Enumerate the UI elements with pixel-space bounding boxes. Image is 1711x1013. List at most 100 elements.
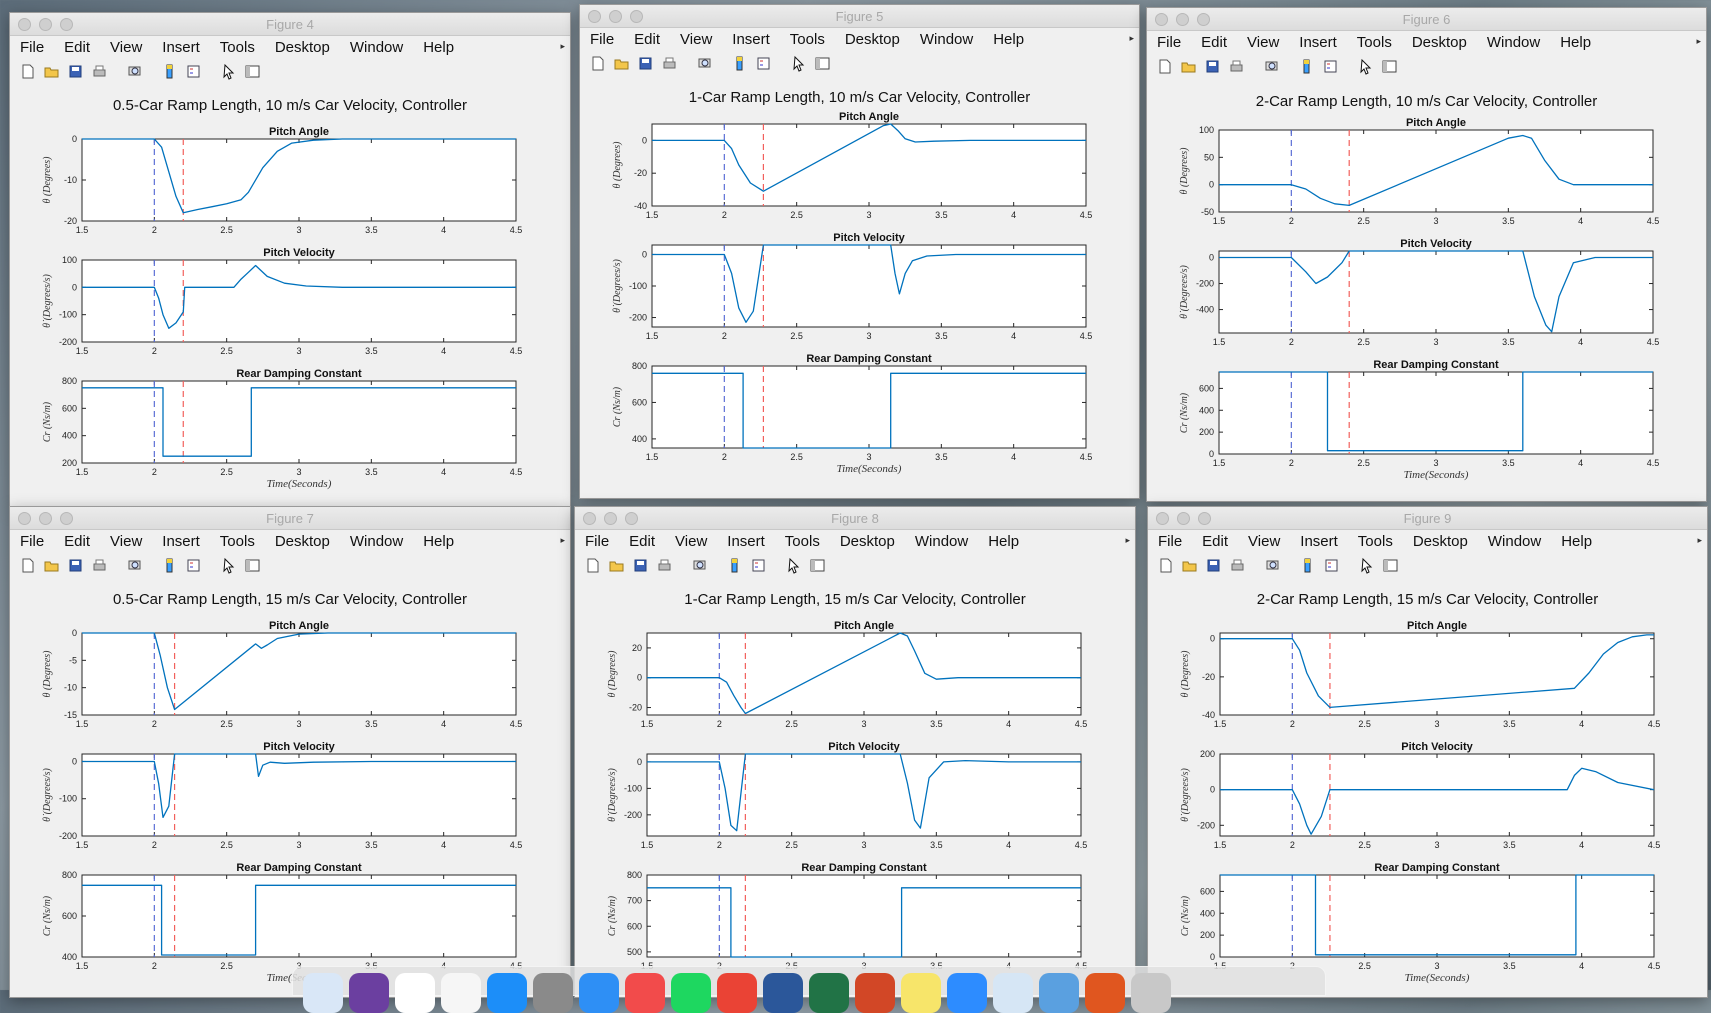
minimize-button[interactable] (609, 10, 622, 23)
spotify-icon[interactable] (671, 973, 711, 1013)
menu-help[interactable]: Help (988, 532, 1020, 550)
new-file-icon[interactable] (18, 62, 37, 81)
print-preview-icon[interactable] (1263, 556, 1282, 575)
print-preview-icon[interactable] (125, 62, 144, 81)
menu-overflow-icon[interactable]: ▸ (1125, 535, 1130, 545)
print-preview-icon[interactable] (690, 556, 709, 575)
menu-window[interactable]: Window (1487, 532, 1542, 550)
menu-window[interactable]: Window (1486, 33, 1541, 51)
zoom-button[interactable] (60, 512, 73, 525)
colorbar-icon[interactable] (725, 556, 744, 575)
menu-view[interactable]: View (675, 532, 708, 550)
axes-box[interactable] (1218, 371, 1654, 455)
colorbar-icon[interactable] (1298, 556, 1317, 575)
save-icon[interactable] (636, 54, 655, 73)
menu-edit[interactable]: Edit (64, 38, 91, 56)
pointer-icon[interactable] (784, 556, 803, 575)
photos-icon[interactable] (441, 973, 481, 1013)
menu-desktop[interactable]: Desktop (1412, 532, 1468, 550)
menu-file[interactable]: File (585, 532, 610, 550)
axes-box[interactable] (81, 380, 517, 464)
print-icon[interactable] (90, 62, 109, 81)
close-button[interactable] (18, 512, 31, 525)
legend-icon[interactable] (1322, 556, 1341, 575)
new-file-icon[interactable] (18, 556, 37, 575)
print-preview-icon[interactable] (695, 54, 714, 73)
menu-help[interactable]: Help (993, 30, 1025, 48)
axes-box[interactable] (1219, 753, 1655, 837)
axes-box[interactable] (1219, 632, 1655, 716)
legend-icon[interactable] (184, 62, 203, 81)
property-editor-icon[interactable] (243, 62, 262, 81)
property-editor-icon[interactable] (1380, 57, 1399, 76)
zoom-button[interactable] (60, 18, 73, 31)
save-icon[interactable] (1204, 556, 1223, 575)
property-editor-icon[interactable] (808, 556, 827, 575)
menu-file[interactable]: File (20, 38, 45, 56)
minimize-button[interactable] (39, 18, 52, 31)
print-icon[interactable] (1228, 556, 1247, 575)
zoom-icon[interactable] (947, 973, 987, 1013)
window-titlebar[interactable]: Figure 4 (10, 13, 570, 36)
figure-window[interactable]: Figure 8 File Edit View Insert Tools Desktop Wi… (574, 506, 1136, 998)
colorbar-icon[interactable] (1297, 57, 1316, 76)
menu-overflow-icon[interactable]: ▸ (560, 41, 565, 51)
menu-view[interactable]: View (110, 532, 143, 550)
menu-tools[interactable]: Tools (219, 532, 255, 550)
menu-overflow-icon[interactable]: ▸ (1696, 36, 1701, 46)
axes-box[interactable] (81, 874, 517, 958)
close-button[interactable] (1155, 13, 1168, 26)
print-icon[interactable] (660, 54, 679, 73)
menu-window[interactable]: Window (919, 30, 974, 48)
menu-desktop[interactable]: Desktop (839, 532, 895, 550)
open-folder-icon[interactable] (42, 556, 61, 575)
window-titlebar[interactable]: Figure 8 (575, 507, 1135, 530)
menu-insert[interactable]: Insert (1299, 33, 1337, 51)
menu-tools[interactable]: Tools (784, 532, 820, 550)
window-titlebar[interactable]: Figure 6 (1147, 8, 1706, 31)
close-button[interactable] (1156, 512, 1169, 525)
colorbar-icon[interactable] (160, 62, 179, 81)
legend-icon[interactable] (749, 556, 768, 575)
figure-window[interactable]: Figure 7 File Edit View Insert Tools Desktop Wi… (9, 506, 571, 998)
menu-insert[interactable]: Insert (727, 532, 765, 550)
property-editor-icon[interactable] (243, 556, 262, 575)
menu-window[interactable]: Window (914, 532, 969, 550)
menu-insert[interactable]: Insert (732, 30, 770, 48)
menu-tools[interactable]: Tools (1356, 33, 1392, 51)
zoom-button[interactable] (1197, 13, 1210, 26)
menu-overflow-icon[interactable]: ▸ (560, 535, 565, 545)
menu-window[interactable]: Window (349, 532, 404, 550)
print-preview-icon[interactable] (125, 556, 144, 575)
pointer-icon[interactable] (1357, 556, 1376, 575)
save-icon[interactable] (631, 556, 650, 575)
menu-desktop[interactable]: Desktop (274, 532, 330, 550)
figure-window[interactable]: Figure 5 File Edit View Insert Tools Desktop Wi… (579, 4, 1140, 499)
menu-view[interactable]: View (110, 38, 143, 56)
chrome-icon[interactable] (717, 973, 757, 1013)
save-icon[interactable] (66, 556, 85, 575)
figure-window[interactable]: Figure 6 File Edit View Insert Tools Desktop Wi… (1146, 7, 1707, 502)
pointer-icon[interactable] (219, 62, 238, 81)
minimize-button[interactable] (39, 512, 52, 525)
minimize-button[interactable] (1176, 13, 1189, 26)
excel-icon[interactable] (809, 973, 849, 1013)
zoom-button[interactable] (1198, 512, 1211, 525)
menu-help[interactable]: Help (423, 38, 455, 56)
close-button[interactable] (588, 10, 601, 23)
menu-view[interactable]: View (680, 30, 713, 48)
property-editor-icon[interactable] (1381, 556, 1400, 575)
menu-file[interactable]: File (20, 532, 45, 550)
menu-file[interactable]: File (590, 30, 615, 48)
open-folder-icon[interactable] (607, 556, 626, 575)
downloads-icon[interactable] (1039, 973, 1079, 1013)
zoom-button[interactable] (625, 512, 638, 525)
colorbar-icon[interactable] (160, 556, 179, 575)
menu-overflow-icon[interactable]: ▸ (1697, 535, 1702, 545)
minimize-button[interactable] (1177, 512, 1190, 525)
menu-overflow-icon[interactable]: ▸ (1129, 33, 1134, 43)
menu-insert[interactable]: Insert (162, 38, 200, 56)
menu-edit[interactable]: Edit (629, 532, 656, 550)
axes-box[interactable] (651, 123, 1087, 207)
print-icon[interactable] (655, 556, 674, 575)
